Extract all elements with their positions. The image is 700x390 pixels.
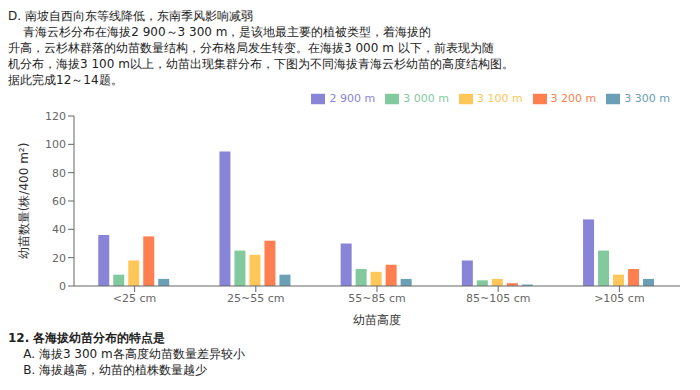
svg-text:幼苗数量(株/400 m²): 幼苗数量(株/400 m²) <box>17 143 31 260</box>
svg-text:0: 0 <box>59 280 66 293</box>
svg-text:25~55 cm: 25~55 cm <box>227 292 284 305</box>
html-text:3 300 m: 3 300 m <box>624 92 670 105</box>
html-text:B. 海拔越高，幼苗的植株数量越少: B. 海拔越高，幼苗的植株数量越少 <box>8 363 208 377</box>
html-text:3 100 m: 3 100 m <box>476 92 523 105</box>
html-text:3 200 m: 3 200 m <box>550 92 597 105</box>
html-text:3 000 m: 3 000 m <box>403 92 449 105</box>
html-text:2 900 m: 2 900 m <box>329 92 376 105</box>
html-text:12. 各海拔幼苗分布的特点是: 12. 各海拔幼苗分布的特点是 <box>8 331 166 345</box>
svg-text:100: 100 <box>45 138 66 151</box>
html-text:青海云杉分布在海拔2 900～3 300 m，是该地最主要的: 青海云杉分布在海拔2 900～3 300 m，是该地最主要的植被类型，着海拔的 <box>8 25 432 39</box>
svg-text:40: 40 <box>52 223 66 236</box>
html-text:据此完成12～14题。: 据此完成12～14题。 <box>8 73 123 87</box>
svg-text:60: 60 <box>52 195 66 208</box>
svg-text:>105 cm: >105 cm <box>594 292 644 305</box>
svg-text:<25 cm: <25 cm <box>113 292 156 305</box>
html-text:D. 南坡自西向东等线降低，东南季风影响减弱: D. 南坡自西向东等线降低，东南季风影响减弱 <box>8 9 253 23</box>
svg-text:80: 80 <box>52 167 66 180</box>
html-text:升高，云杉林群落的幼苗数量结构，分布格局发生转变。在海拔3: 升高，云杉林群落的幼苗数量结构，分布格局发生转变。在海拔3 000 m 以下，前… <box>8 41 494 55</box>
svg-text:幼苗高度: 幼苗高度 <box>353 313 401 327</box>
svg-text:20: 20 <box>52 252 66 265</box>
svg-text:120: 120 <box>45 110 66 123</box>
svg-text:85~105 cm: 85~105 cm <box>466 292 530 305</box>
svg-text:55~85 cm: 55~85 cm <box>348 292 405 305</box>
html-text:机分布，海拔3 100 m以上，幼苗出现集群分布，下图为不同: 机分布，海拔3 100 m以上，幼苗出现集群分布，下图为不同海拔青海云杉幼苗的高… <box>8 57 514 71</box>
html-text:A. 海拔3 300 m各高度幼苗数量差异较小: A. 海拔3 300 m各高度幼苗数量差异较小 <box>8 347 245 361</box>
